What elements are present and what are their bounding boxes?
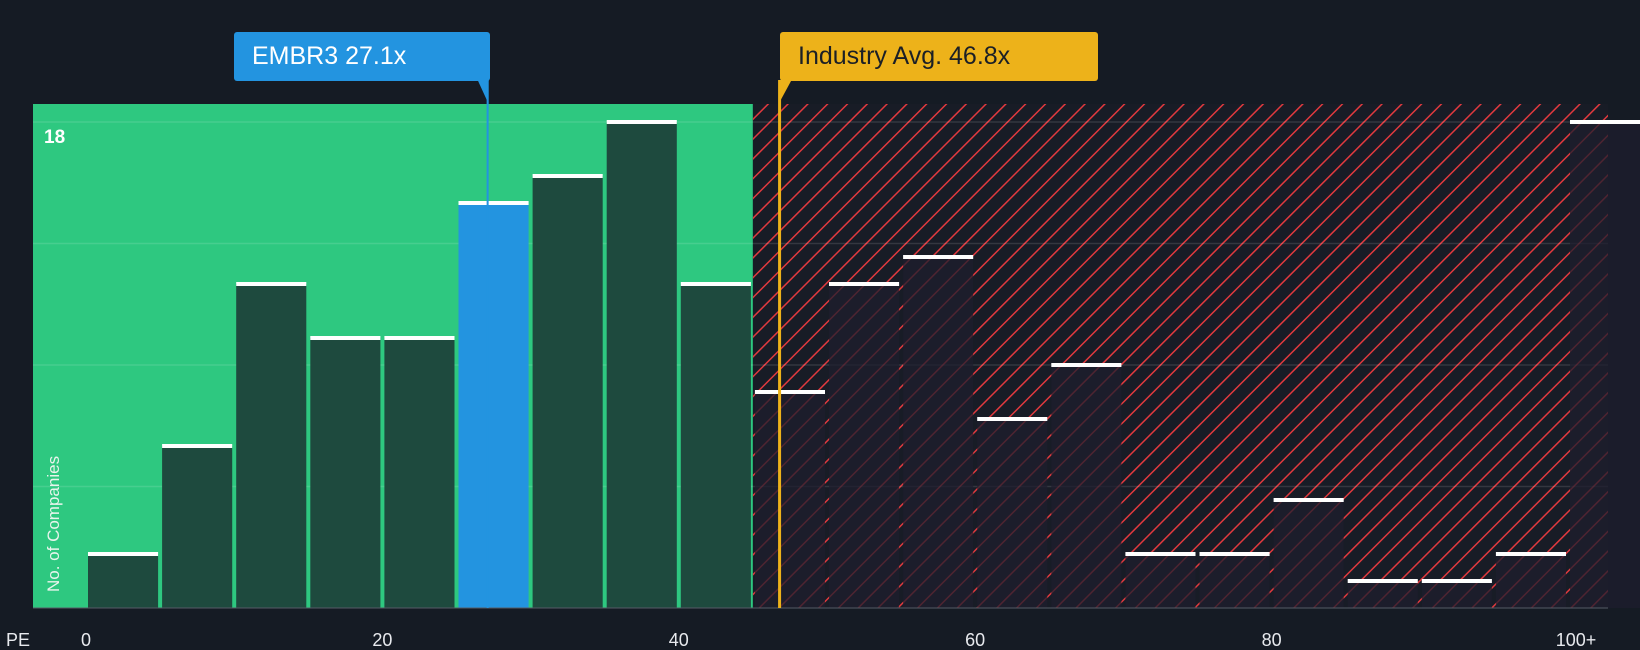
bar-top-marker bbox=[1125, 552, 1196, 556]
histogram-bar bbox=[236, 284, 307, 608]
histogram-bar bbox=[1347, 581, 1418, 608]
bar-top-marker bbox=[458, 201, 529, 205]
bar-top-marker bbox=[162, 444, 233, 448]
bar-top-marker bbox=[1570, 120, 1640, 124]
bar-top-marker bbox=[1051, 363, 1122, 367]
x-tick-label: 60 bbox=[965, 630, 985, 650]
company-label-pointer bbox=[477, 80, 489, 104]
industry-label-pointer bbox=[778, 80, 792, 104]
bar-top-marker bbox=[829, 282, 900, 286]
histogram-bar bbox=[829, 284, 900, 608]
bar-top-marker bbox=[384, 336, 455, 340]
histogram-bar bbox=[1495, 554, 1566, 608]
y-tick-label: 18 bbox=[44, 127, 65, 148]
bar-top-marker bbox=[680, 282, 751, 286]
bar-top-marker bbox=[1421, 579, 1492, 583]
histogram-bar bbox=[977, 419, 1048, 608]
histogram-bar bbox=[458, 203, 529, 608]
bar-top-marker bbox=[1495, 552, 1566, 556]
histogram-bar bbox=[903, 257, 974, 608]
histogram-bar bbox=[310, 338, 381, 608]
histogram-bar bbox=[680, 284, 751, 608]
company-pe-label: EMBR3 27.1x bbox=[234, 32, 490, 81]
y-axis-label: No. of Companies bbox=[44, 455, 63, 592]
bar-top-marker bbox=[1273, 498, 1344, 502]
histogram-bar bbox=[532, 176, 603, 608]
x-tick-label: 100+ bbox=[1556, 630, 1597, 650]
histogram-bar bbox=[606, 122, 677, 608]
industry-average-label: Industry Avg. 46.8x bbox=[780, 32, 1098, 81]
histogram-bar bbox=[1199, 554, 1270, 608]
x-tick-label: 0 bbox=[81, 630, 91, 650]
bar-top-marker bbox=[754, 390, 825, 394]
x-tick-label: 40 bbox=[669, 630, 689, 650]
histogram-bar bbox=[1051, 365, 1122, 608]
histogram-bar bbox=[1570, 122, 1640, 608]
histogram-bar bbox=[1125, 554, 1196, 608]
histogram-bar bbox=[384, 338, 455, 608]
bar-top-marker bbox=[88, 552, 159, 556]
bar-top-marker bbox=[903, 255, 974, 259]
x-tick-label: 20 bbox=[372, 630, 392, 650]
bar-top-marker bbox=[977, 417, 1048, 421]
x-axis-label: PE bbox=[6, 630, 30, 650]
histogram-bar bbox=[754, 392, 825, 608]
histogram-bar bbox=[1421, 581, 1492, 608]
bar-top-marker bbox=[606, 120, 677, 124]
histogram-bar bbox=[88, 554, 159, 608]
bar-top-marker bbox=[1199, 552, 1270, 556]
bar-top-marker bbox=[310, 336, 381, 340]
x-tick-label: 80 bbox=[1262, 630, 1282, 650]
bar-top-marker bbox=[532, 174, 603, 178]
histogram-bar bbox=[162, 446, 233, 608]
histogram-bar bbox=[1273, 500, 1344, 608]
bar-top-marker bbox=[236, 282, 307, 286]
bar-top-marker bbox=[1347, 579, 1418, 583]
